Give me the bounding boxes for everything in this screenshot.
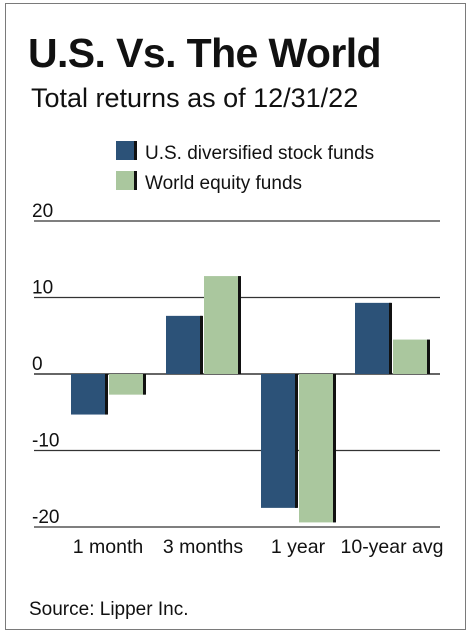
bar-shadow-us-1-month [105,374,108,415]
bar-series [71,276,430,523]
legend-label-2: World equity funds [145,173,302,194]
bar-shadow-us-3-months [200,315,203,374]
x-category-label-10-year-avg: 10-year avg [341,536,444,558]
bar-world-10-year-avg [393,339,429,374]
y-tick-label-20: 20 [32,201,53,222]
legend-swatch-2 [116,171,135,190]
source-note: Source: Lipper Inc. [29,599,189,620]
bar-world-3-months [204,276,240,374]
bar-shadow-world-10-year-avg [427,339,430,374]
y-tick-label-minus-20: -20 [32,507,59,528]
bar-us-10-year-avg [355,302,391,374]
chart-subtitle: Total returns as of 12/31/22 [31,83,359,113]
bar-shadow-world-3-months [238,276,241,374]
bar-world-1-year [299,374,335,523]
bar-shadow-world-1-month [143,374,146,395]
axis-labels: 20 10 0 -10 -20 1 month 3 months 1 year 10-year … [32,201,443,558]
legend-swatch-shadow-1 [134,141,137,160]
y-tick-label-10: 10 [32,278,53,299]
x-category-label-1-month: 1 month [73,536,143,558]
legend-swatch-shadow-2 [134,171,137,190]
bar-shadow-world-1-year [333,374,336,523]
bar-shadow-us-10-year-avg [389,302,392,374]
chart-title: U.S. Vs. The World [28,30,382,76]
x-category-label-1-year: 1 year [271,536,326,558]
bar-shadow-us-1-year [295,374,298,508]
y-tick-label-minus-10: -10 [32,431,59,452]
legend-swatch-1 [116,141,135,160]
bar-us-3-months [166,315,202,374]
bar-world-1-month [109,374,145,395]
bar-us-1-year [261,374,297,508]
chart-legend: U.S. diversified stock funds World equity… [116,141,374,194]
legend-label-1: U.S. diversified stock funds [145,143,374,164]
x-category-label-3-months: 3 months [163,536,243,558]
y-tick-label-0: 0 [32,354,43,375]
bar-us-1-month [71,374,107,415]
